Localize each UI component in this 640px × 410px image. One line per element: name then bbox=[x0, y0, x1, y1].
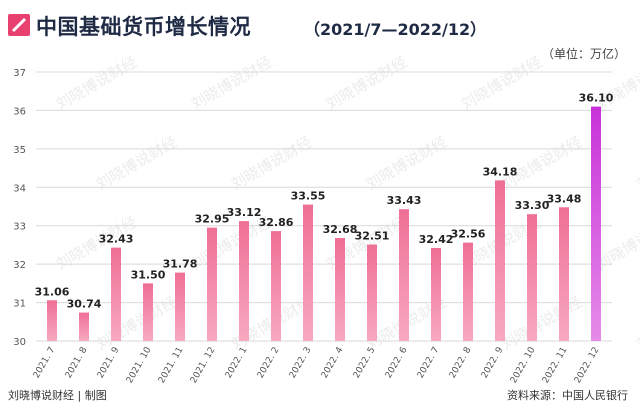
bar bbox=[143, 283, 153, 341]
watermark-text: 刘晓博说财经 bbox=[93, 133, 180, 194]
bar-value-label: 32.51 bbox=[355, 230, 390, 243]
watermark-text: 刘晓博说财经 bbox=[363, 133, 450, 194]
bar bbox=[335, 238, 345, 341]
watermark-text: 刘晓博说财经 bbox=[498, 133, 585, 194]
bar-value-label: 33.43 bbox=[387, 194, 422, 207]
bar-value-label: 32.86 bbox=[259, 216, 294, 229]
x-tick-label: 2021. 8 bbox=[64, 345, 90, 380]
y-tick-label: 37 bbox=[13, 68, 26, 79]
y-tick-label: 33 bbox=[13, 222, 26, 233]
footer-source: 资料来源：中国人民银行 bbox=[507, 389, 628, 402]
watermark-text: 刘晓博说财经 bbox=[498, 293, 585, 354]
bar bbox=[431, 248, 441, 341]
watermark-text: 刘晓博说财经 bbox=[93, 293, 180, 354]
bar-value-label: 30.74 bbox=[67, 298, 102, 311]
chart-title: 中国基础货币增长情况 bbox=[36, 15, 251, 39]
x-tick-label: 2022. 9 bbox=[480, 345, 506, 380]
bar bbox=[303, 204, 313, 341]
bar-value-label: 32.43 bbox=[99, 233, 134, 246]
x-tick-label: 2021. 7 bbox=[32, 346, 58, 381]
footer-credit: 刘晓博说财经 | 制图 bbox=[8, 389, 107, 402]
bar-value-label: 31.50 bbox=[131, 268, 166, 281]
x-tick-label: 2021. 11 bbox=[157, 346, 186, 386]
bar bbox=[271, 231, 281, 341]
bar bbox=[207, 227, 217, 341]
x-tick-label: 2022. 3 bbox=[288, 346, 314, 381]
watermark-text: 刘晓博说财经 bbox=[188, 53, 275, 114]
y-tick-label: 35 bbox=[13, 145, 26, 156]
bar bbox=[239, 221, 249, 341]
y-tick-label: 36 bbox=[13, 106, 26, 117]
bar-value-label: 33.55 bbox=[291, 190, 326, 203]
bar-value-label: 33.12 bbox=[227, 206, 262, 219]
x-tick-label: 2022. 2 bbox=[256, 346, 282, 381]
watermark-text: 刘晓博说财经 bbox=[633, 293, 640, 354]
unit-label: （单位：万亿） bbox=[541, 47, 626, 61]
bar bbox=[591, 106, 601, 341]
x-tick-label: 2022. 10 bbox=[509, 345, 538, 385]
watermark-text: 刘晓博说财经 bbox=[458, 53, 545, 114]
x-tick-label: 2021. 12 bbox=[189, 346, 218, 386]
watermark-text: 刘晓博说财经 bbox=[53, 53, 140, 114]
title-marker-icon bbox=[8, 14, 30, 36]
x-tick-label: 2022. 4 bbox=[320, 345, 346, 380]
x-tick-label: 2022. 12 bbox=[573, 346, 602, 386]
bar bbox=[527, 214, 537, 341]
bar-value-label: 31.06 bbox=[35, 285, 70, 298]
bar-value-label: 36.10 bbox=[579, 92, 614, 105]
bar-value-label: 34.18 bbox=[483, 165, 518, 178]
bar bbox=[175, 272, 185, 341]
y-tick-label: 32 bbox=[13, 260, 26, 271]
bar-value-label: 32.68 bbox=[323, 223, 358, 236]
bar-value-label: 32.42 bbox=[419, 233, 454, 246]
y-tick-label: 31 bbox=[13, 299, 26, 310]
watermark-text: 刘晓博说财经 bbox=[228, 133, 315, 194]
x-tick-label: 2021. 10 bbox=[125, 345, 154, 385]
bar-value-label: 32.95 bbox=[195, 213, 230, 226]
x-tick-label: 2022. 5 bbox=[352, 346, 378, 381]
bar bbox=[47, 300, 57, 341]
bar bbox=[399, 209, 409, 341]
x-tick-label: 2022. 11 bbox=[541, 346, 570, 386]
bar bbox=[559, 207, 569, 341]
x-tick-label: 2022. 8 bbox=[448, 345, 474, 380]
bar bbox=[79, 312, 89, 341]
bar bbox=[463, 242, 473, 341]
watermark-text: 刘晓博说财经 bbox=[633, 133, 640, 194]
y-tick-label: 34 bbox=[13, 183, 26, 194]
bar-value-label: 31.78 bbox=[163, 258, 198, 271]
bar-value-label: 32.56 bbox=[451, 228, 486, 241]
x-tick-label: 2022. 7 bbox=[416, 346, 442, 381]
bar bbox=[367, 244, 377, 341]
watermark-text: 刘晓博说财经 bbox=[323, 53, 410, 114]
bar bbox=[495, 180, 505, 341]
bar bbox=[111, 247, 121, 341]
y-tick-label: 30 bbox=[13, 337, 26, 348]
chart-subtitle: （2021/7—2022/12） bbox=[304, 20, 487, 39]
x-tick-label: 2022. 6 bbox=[384, 345, 410, 380]
bar-value-label: 33.30 bbox=[515, 199, 550, 212]
bar-value-label: 33.48 bbox=[547, 192, 582, 205]
